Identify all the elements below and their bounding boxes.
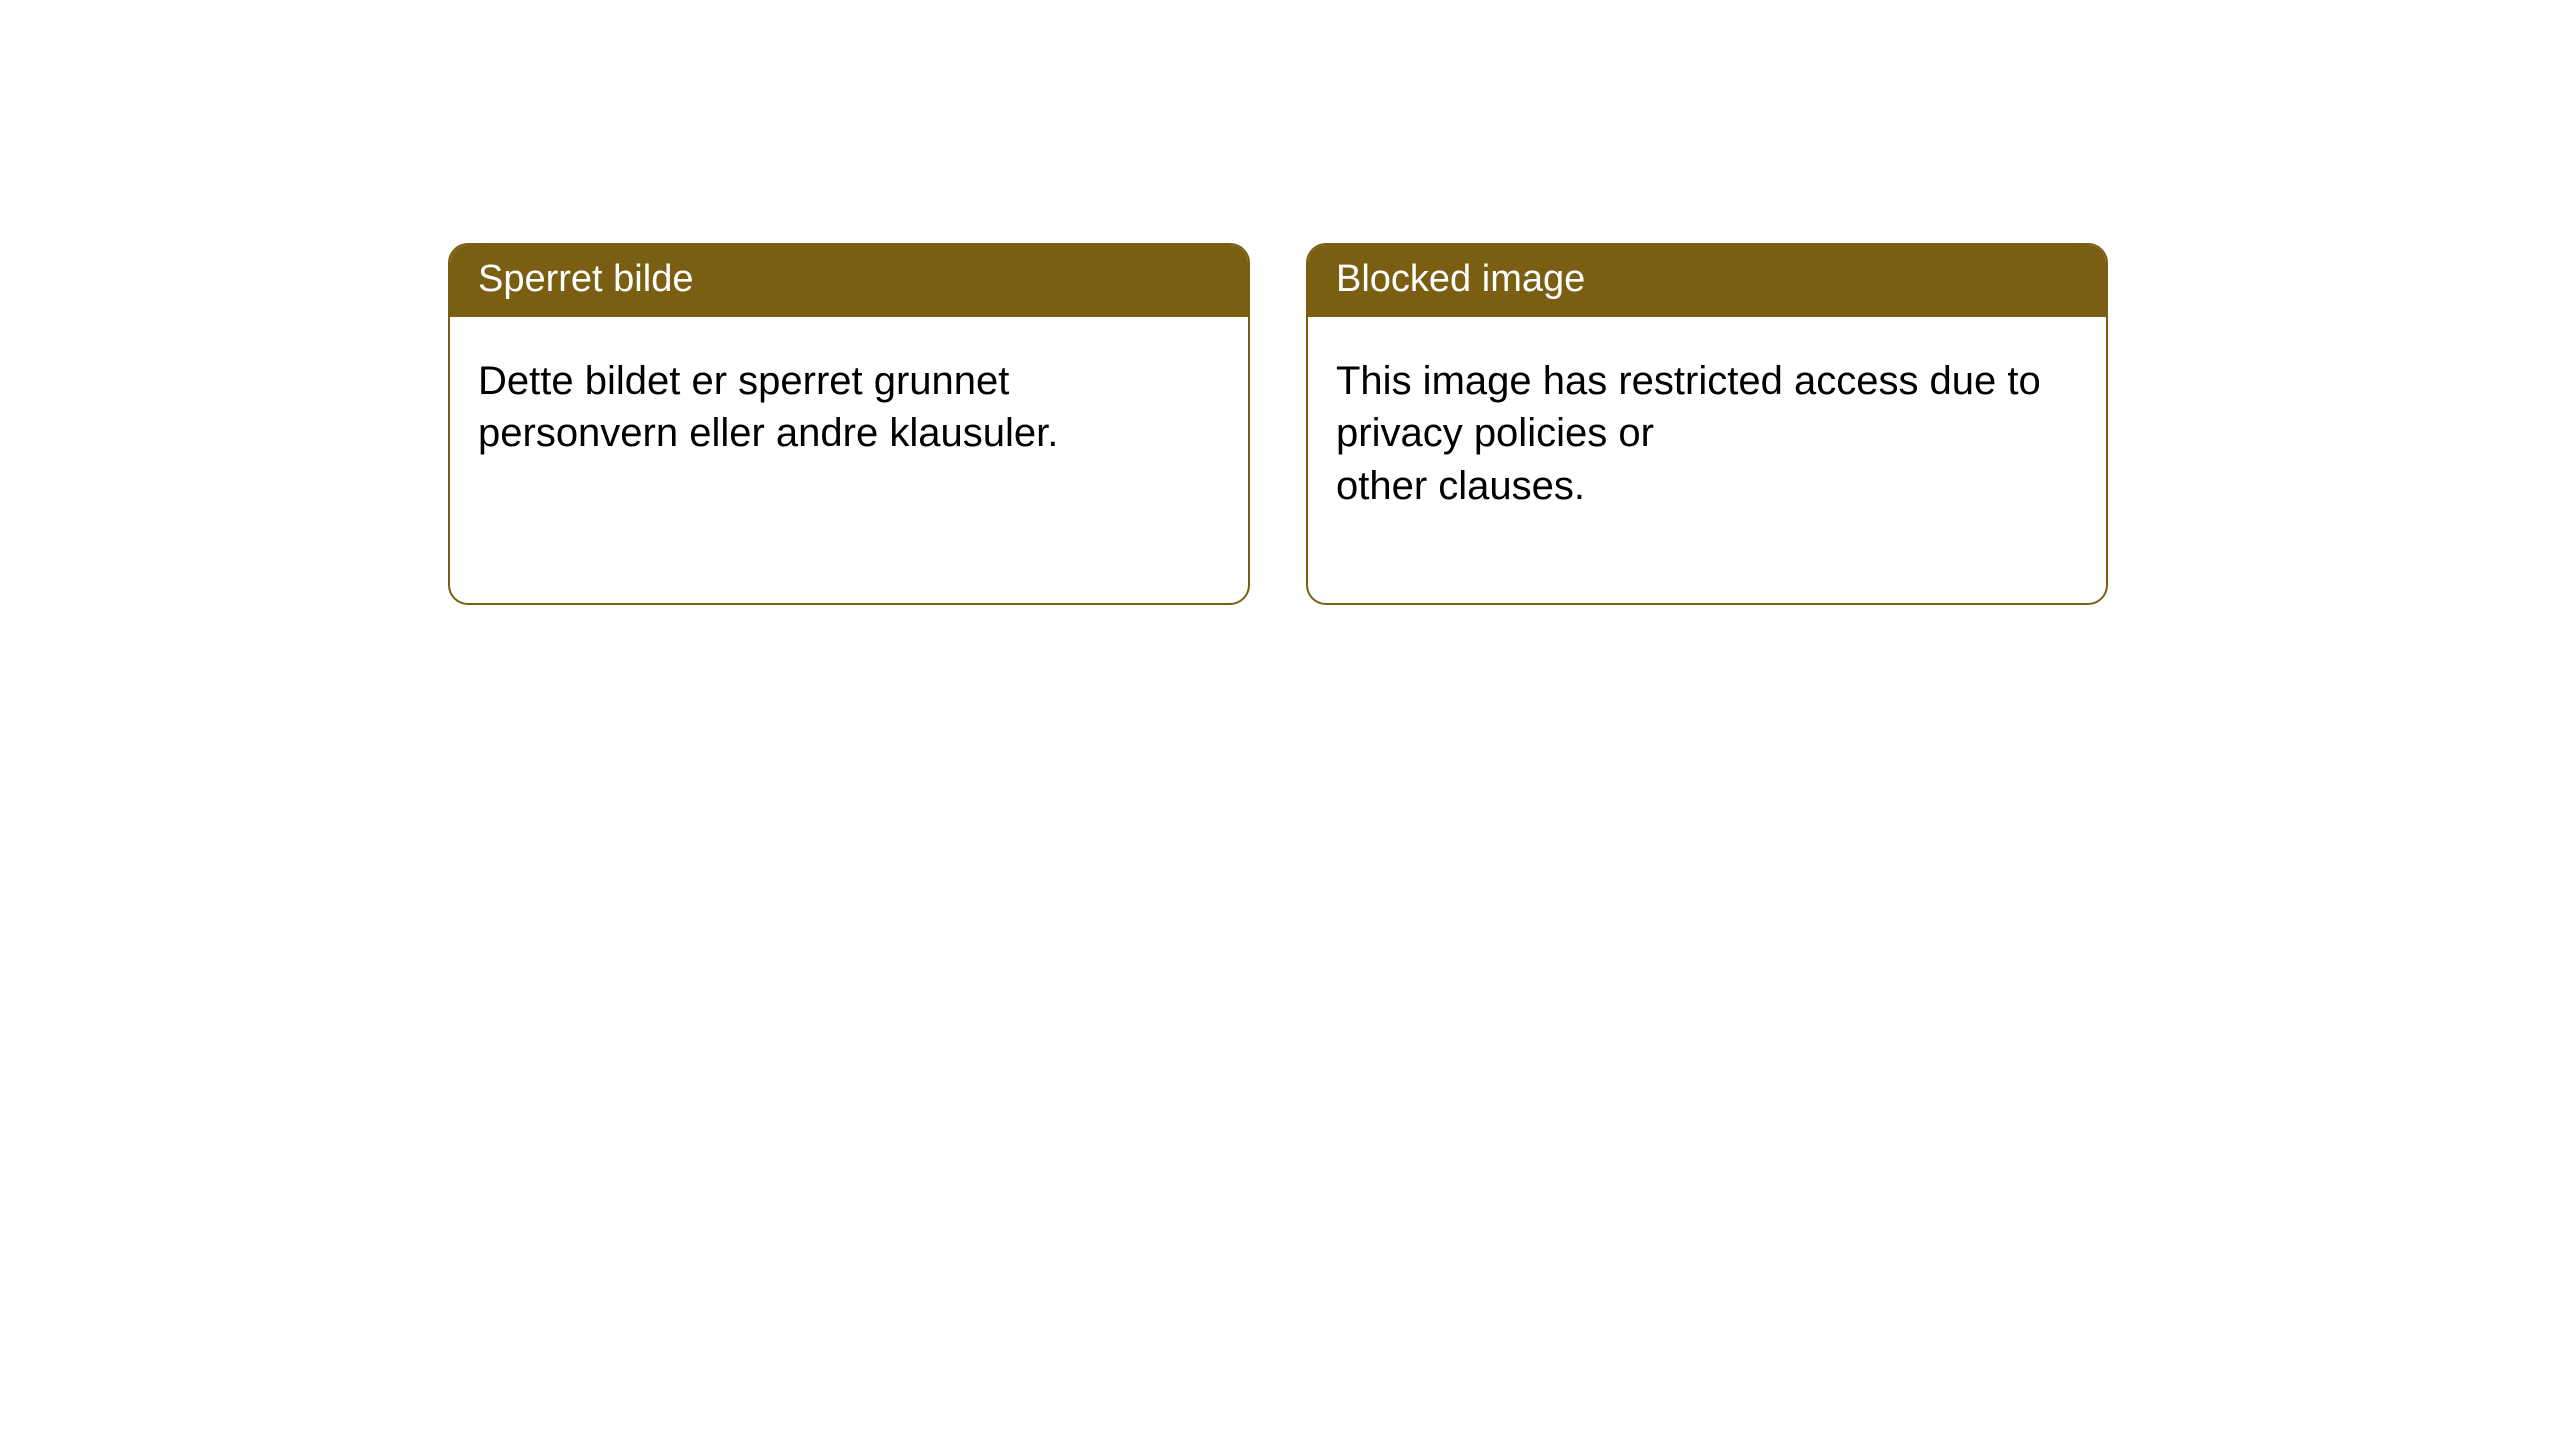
card-header-norwegian: Sperret bilde [450,245,1248,317]
card-header-english: Blocked image [1308,245,2106,317]
notice-container: Sperret bilde Dette bildet er sperret gr… [0,0,2560,605]
card-body-english: This image has restricted access due to … [1308,317,2106,603]
card-body-norwegian: Dette bildet er sperret grunnet personve… [450,317,1248,551]
blocked-image-card-english: Blocked image This image has restricted … [1306,243,2108,605]
blocked-image-card-norwegian: Sperret bilde Dette bildet er sperret gr… [448,243,1250,605]
